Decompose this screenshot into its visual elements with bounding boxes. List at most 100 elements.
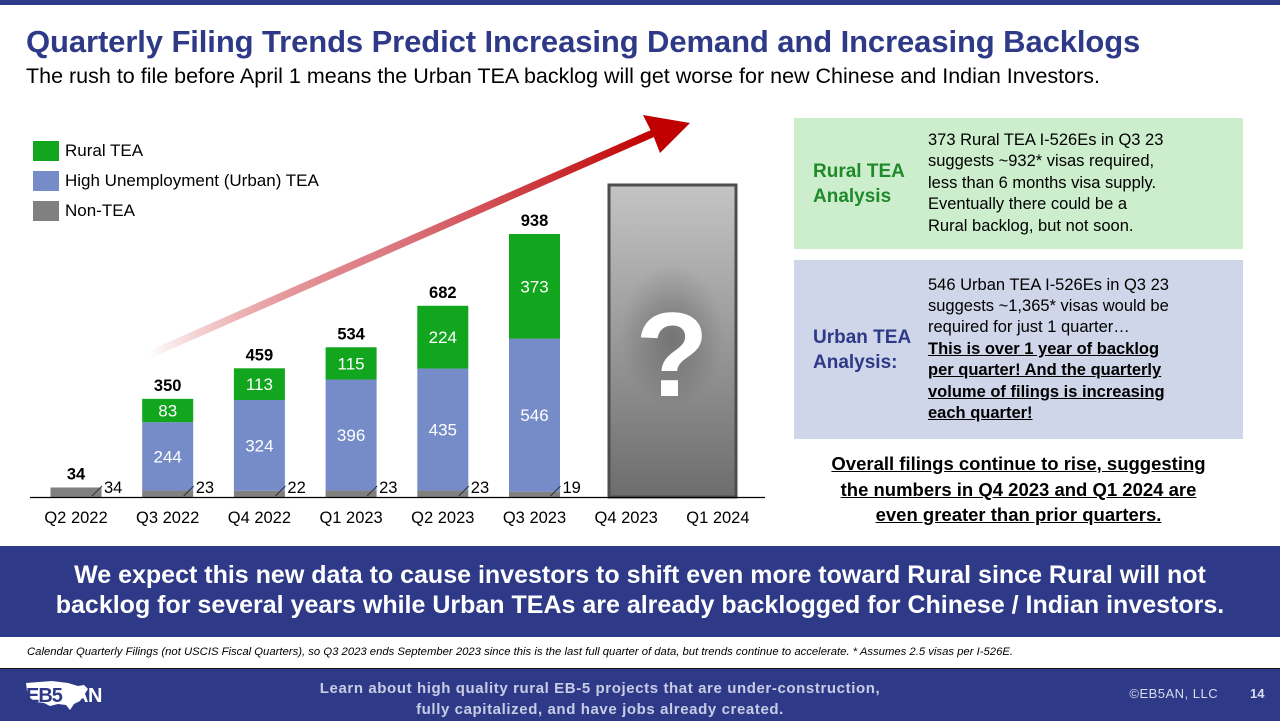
value-label-non-tea: 23 <box>379 479 397 497</box>
total-label: 534 <box>337 325 365 343</box>
leader-line <box>458 485 470 497</box>
value-label-non-tea: 34 <box>104 479 122 497</box>
bar-segment-rural <box>325 347 377 380</box>
body-line: suggests ~932* visas required, <box>928 152 1155 171</box>
total-label: 350 <box>154 377 182 395</box>
x-tick-label: Q1 2023 <box>319 509 382 527</box>
eb5an-logo[interactable]: EB5 AN <box>22 677 106 713</box>
legend-swatch-rural <box>33 141 59 161</box>
total-label: 682 <box>429 284 457 302</box>
total-label: 459 <box>246 346 274 364</box>
bar-segment-rural <box>233 368 285 400</box>
value-label-non-tea: 19 <box>563 479 581 497</box>
emphasis-line: per quarter! And the quarterly <box>928 361 1162 380</box>
footnote: Calendar Quarterly Filings (not USCIS Fi… <box>27 646 1014 658</box>
value-label-non-tea: 23 <box>471 479 489 497</box>
banner-line: We expect this new data to cause investo… <box>74 561 1206 589</box>
leader-line <box>366 485 378 497</box>
bar-segment-urban <box>142 422 194 491</box>
x-tick-label: Q2 2023 <box>411 509 474 527</box>
total-label: 34 <box>67 465 86 483</box>
legend-item-rural: Rural TEA <box>33 136 319 166</box>
heading-line: Analysis: <box>813 351 898 373</box>
value-label-rural: 83 <box>158 402 177 421</box>
page-number: 14 <box>1250 686 1265 701</box>
trend-arrow-head <box>643 115 690 153</box>
x-tick-label: Q2 2022 <box>44 509 107 527</box>
cta-line: fully capitalized, and have jobs already… <box>416 701 784 718</box>
banner-line: backlog for several years while Urban TE… <box>55 591 1225 619</box>
legend-label: High Unemployment (Urban) TEA <box>65 171 319 190</box>
bar-segment-non-tea <box>50 487 102 497</box>
logo-text-an: AN <box>74 685 102 707</box>
leader-line <box>275 485 286 497</box>
question-mark-icon: ? <box>635 288 708 422</box>
body-line: Eventually there could be a <box>928 195 1128 214</box>
value-label-urban: 435 <box>429 421 457 440</box>
legend-item-urban: High Unemployment (Urban) TEA <box>33 166 319 196</box>
urban-analysis-body: 546 Urban TEA I-526Es in Q3 23 suggests … <box>928 275 1228 425</box>
bar-segment-rural <box>142 398 194 423</box>
value-label-rural: 224 <box>429 328 457 347</box>
legend-label: Rural TEA <box>65 141 144 160</box>
heading-line: Urban TEA <box>813 326 912 348</box>
page-title: Quarterly Filing Trends Predict Increasi… <box>26 24 1141 59</box>
bar-segment-non-tea <box>142 490 194 497</box>
urban-analysis-panel: Urban TEA Analysis: 546 Urban TEA I-526E… <box>794 260 1243 439</box>
bar-segment-non-tea <box>417 490 469 497</box>
value-label-rural: 115 <box>338 354 365 373</box>
value-label-rural: 113 <box>246 375 273 394</box>
value-label-urban: 244 <box>154 447 182 466</box>
body-line: Rural backlog, but not soon. <box>928 216 1134 235</box>
bar-segment-rural <box>417 305 469 369</box>
legend-swatch-non-tea <box>33 201 59 221</box>
rural-analysis-panel: Rural TEA Analysis 373 Rural TEA I-526Es… <box>794 118 1243 249</box>
legend-label: Non-TEA <box>65 201 135 220</box>
usa-map-icon <box>26 681 88 710</box>
heading-line: Analysis <box>813 185 892 207</box>
key-message-banner: We expect this new data to cause investo… <box>0 546 1280 637</box>
bar-segment-non-tea <box>325 490 377 497</box>
trend-arrow-shaft <box>148 130 654 358</box>
chart-legend: Rural TEA High Unemployment (Urban) TEA … <box>33 136 319 226</box>
copyright: ©EB5AN, LLC <box>1129 686 1219 701</box>
page-subtitle: The rush to file before April 1 means th… <box>26 64 1100 88</box>
labels-layer: 34 34 23 244 83 350 22 324 113 459 23 396 115 534 23 43… <box>67 212 581 497</box>
question-glow <box>620 263 724 407</box>
emphasis-line: This is over 1 year of backlog <box>928 339 1160 358</box>
bar-segment-non-tea <box>509 491 560 497</box>
bar-segment-urban <box>417 368 469 491</box>
legend-swatch-urban <box>33 171 59 191</box>
value-label-urban: 546 <box>520 406 548 425</box>
bar-segment-urban <box>233 399 285 491</box>
stacked-bar-chart: 34 34 23 244 83 350 22 324 113 459 23 396 115 534 23 43… <box>30 115 765 527</box>
body-line: less than 6 months visa supply. <box>928 173 1157 192</box>
bars-layer <box>50 234 560 497</box>
cta-line: Learn about high quality rural EB-5 proj… <box>319 680 881 697</box>
bar-segment-urban <box>509 338 560 492</box>
trend-arrow <box>148 115 690 358</box>
value-label-non-tea: 23 <box>196 479 214 497</box>
conclusion-line: Overall filings continue to rise, sugges… <box>831 453 1206 474</box>
value-label-rural: 373 <box>520 277 548 296</box>
x-tick-label: Q3 2023 <box>503 509 566 527</box>
bar-segment-non-tea <box>233 490 285 497</box>
value-label-urban: 324 <box>245 436 273 455</box>
x-tick-label: Q1 2024 <box>686 509 749 527</box>
rural-analysis-body: 373 Rural TEA I-526Es in Q3 23 suggests … <box>928 130 1228 237</box>
value-label-urban: 396 <box>337 426 365 445</box>
urban-analysis-heading: Urban TEA Analysis: <box>794 325 928 375</box>
value-label-non-tea: 22 <box>287 479 305 497</box>
x-tick-label: Q4 2022 <box>228 509 291 527</box>
x-tick-label: Q3 2022 <box>136 509 199 527</box>
conclusion-line: the numbers in Q4 2023 and Q1 2024 are <box>840 478 1197 500</box>
top-accent-bar <box>0 0 1280 5</box>
total-label: 938 <box>521 212 549 230</box>
legend-item-non-tea: Non-TEA <box>33 196 319 226</box>
conclusion-line: even greater than prior quarters. <box>875 504 1162 525</box>
footer-bar: EB5 AN Learn about high quality rural EB… <box>0 668 1280 721</box>
x-tick-label: Q4 2023 <box>595 509 658 527</box>
bar-segment-urban <box>325 379 377 491</box>
unknown-quarters-box: ? <box>607 183 738 499</box>
leader-line <box>550 485 561 497</box>
